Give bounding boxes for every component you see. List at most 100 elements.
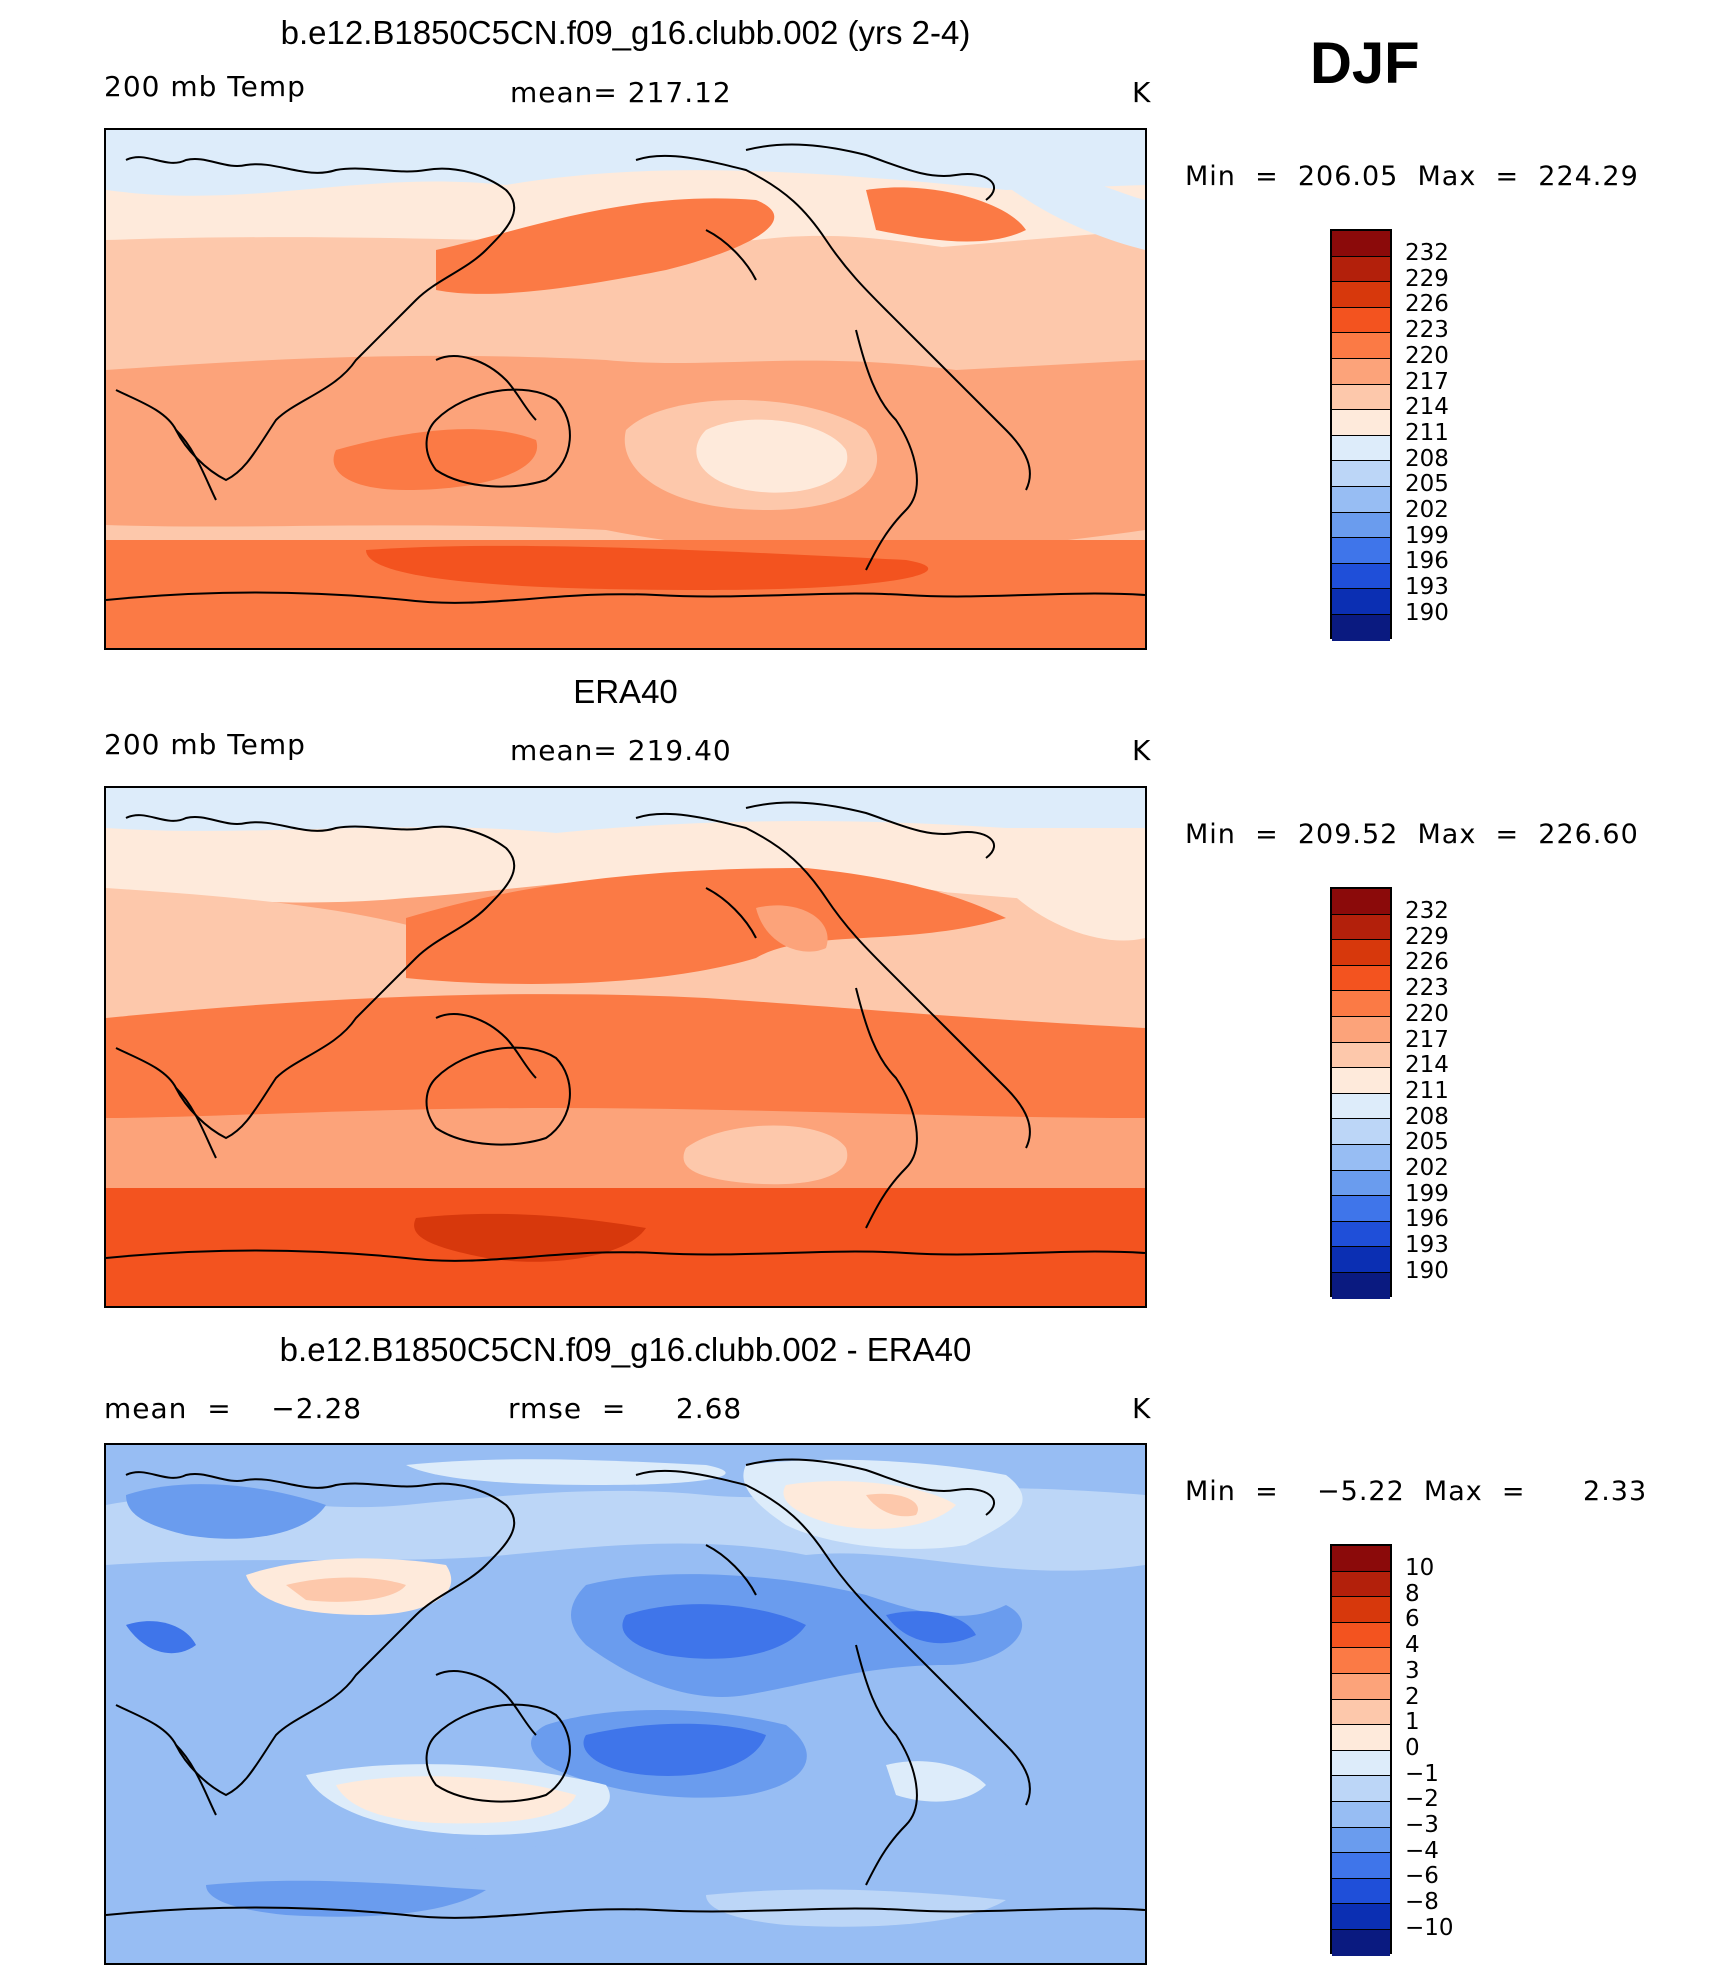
colorbar-swatch <box>1332 1801 1390 1828</box>
colorbar-label: 223 <box>1405 317 1449 344</box>
colorbar-swatch <box>1332 1144 1390 1171</box>
colorbar-swatch <box>1332 1699 1390 1726</box>
colorbar-label: −1 <box>1405 1760 1439 1787</box>
colorbar-swatch <box>1332 384 1390 411</box>
colorbar-swatch <box>1332 231 1390 257</box>
colorbar-swatch <box>1332 1648 1390 1674</box>
colorbar-label: 6 <box>1405 1606 1420 1633</box>
colorbar-swatch <box>1332 914 1390 941</box>
panel2-minmax: Min = 209.52 Max = 226.60 <box>1185 819 1639 850</box>
panel1-variable-label: 200 mb Temp <box>104 70 306 103</box>
colorbar-label: −6 <box>1405 1863 1439 1890</box>
colorbar-swatch <box>1332 1170 1390 1197</box>
colorbar-swatch <box>1332 1221 1390 1248</box>
panel2-map <box>104 786 1147 1308</box>
panel1-map <box>104 128 1147 650</box>
colorbar-label: 193 <box>1405 574 1449 601</box>
colorbar-label: 220 <box>1405 1000 1449 1027</box>
colorbar-swatch <box>1332 512 1390 539</box>
colorbar-label: 2 <box>1405 1683 1420 1710</box>
panel2-variable-label: 200 mb Temp <box>104 728 306 761</box>
panel1-title: b.e12.B1850C5CN.f09_g16.clubb.002 (yrs 2… <box>280 14 971 51</box>
colorbar-swatch <box>1332 1853 1390 1879</box>
colorbar-label: 232 <box>1405 898 1449 924</box>
panel1-unit-label: K <box>1132 76 1152 109</box>
colorbar-label: 202 <box>1405 497 1449 524</box>
colorbar-label: 205 <box>1405 1129 1449 1156</box>
panel3-unit-label: K <box>1132 1392 1152 1425</box>
colorbar-label: 199 <box>1405 522 1449 549</box>
colorbar-label: 214 <box>1405 1052 1449 1079</box>
colorbar-label: 208 <box>1405 1103 1449 1130</box>
colorbar-swatch <box>1332 614 1390 641</box>
panel1-minmax: Min = 206.05 Max = 224.29 <box>1185 161 1639 192</box>
colorbar-swatch <box>1332 1272 1390 1299</box>
colorbar-swatch <box>1332 256 1390 283</box>
colorbar-swatch <box>1332 1673 1390 1700</box>
colorbar-swatch <box>1332 1093 1390 1120</box>
colorbar-label: 1 <box>1405 1709 1420 1736</box>
colorbar-swatch <box>1332 1247 1390 1273</box>
panel1-colorbar-labels: 232 229 226 223 220 217 214 211 208 205 … <box>1405 240 1449 627</box>
colorbar-label: 190 <box>1405 1257 1449 1284</box>
colorbar-swatch <box>1332 940 1390 966</box>
panel3-colorbar-labels: 10 8 6 4 3 2 1 0 −1 −2 −3 −4 −6 −8 −10 <box>1405 1555 1454 1942</box>
panel2-colorbar <box>1330 887 1392 1299</box>
colorbar-swatch <box>1332 435 1390 462</box>
colorbar-label: −3 <box>1405 1812 1439 1839</box>
colorbar-swatch <box>1332 1546 1390 1572</box>
colorbar-swatch <box>1332 889 1390 915</box>
colorbar-swatch <box>1332 1904 1390 1930</box>
panel2-colorbar-labels: 232 229 226 223 220 217 214 211 208 205 … <box>1405 898 1449 1285</box>
colorbar-label: 229 <box>1405 265 1449 292</box>
colorbar-label: −10 <box>1405 1914 1454 1941</box>
colorbar-label: 208 <box>1405 445 1449 472</box>
colorbar-swatch <box>1332 1068 1390 1094</box>
colorbar-swatch <box>1332 589 1390 615</box>
colorbar-label: 205 <box>1405 471 1449 498</box>
colorbar-swatch <box>1332 358 1390 385</box>
panel3-title: b.e12.B1850C5CN.f09_g16.clubb.002 - ERA4… <box>279 1331 972 1368</box>
panel3-contour-field <box>106 1445 1145 1963</box>
colorbar-swatch <box>1332 1597 1390 1623</box>
colorbar-label: 223 <box>1405 975 1449 1002</box>
panel1-mean-label: mean= 217.12 <box>510 76 732 109</box>
colorbar-label: 3 <box>1405 1657 1420 1684</box>
colorbar-swatch <box>1332 333 1390 359</box>
colorbar-swatch <box>1332 1725 1390 1751</box>
colorbar-swatch <box>1332 538 1390 564</box>
colorbar-label: −4 <box>1405 1837 1439 1864</box>
colorbar-swatch <box>1332 1042 1390 1069</box>
colorbar-label: 0 <box>1405 1734 1420 1761</box>
colorbar-swatch <box>1332 965 1390 992</box>
colorbar-label: 217 <box>1405 1026 1449 1053</box>
colorbar-swatch <box>1332 1571 1390 1598</box>
colorbar-label: 217 <box>1405 368 1449 395</box>
colorbar-label: 190 <box>1405 599 1449 626</box>
colorbar-label: 10 <box>1405 1555 1435 1581</box>
colorbar-swatch <box>1332 486 1390 513</box>
season-label: DJF <box>1310 31 1420 96</box>
colorbar-swatch <box>1332 1119 1390 1145</box>
colorbar-swatch <box>1332 1878 1390 1905</box>
colorbar-swatch <box>1332 461 1390 487</box>
colorbar-swatch <box>1332 991 1390 1017</box>
colorbar-label: 202 <box>1405 1155 1449 1182</box>
colorbar-label: 196 <box>1405 1206 1449 1233</box>
colorbar-swatch <box>1332 1929 1390 1956</box>
colorbar-swatch <box>1332 1622 1390 1649</box>
colorbar-swatch <box>1332 1016 1390 1043</box>
panel2-unit-label: K <box>1132 734 1152 767</box>
colorbar-label: 193 <box>1405 1232 1449 1259</box>
panel2-contour-field <box>106 788 1145 1306</box>
colorbar-label: 226 <box>1405 949 1449 976</box>
panel3-mean-label: mean = −2.28 <box>104 1392 363 1425</box>
panel1-contour-field <box>106 130 1145 648</box>
panel3-rmse-label: rmse = 2.68 <box>508 1392 743 1425</box>
colorbar-label: 214 <box>1405 394 1449 421</box>
colorbar-label: 211 <box>1405 419 1449 446</box>
colorbar-label: 226 <box>1405 291 1449 318</box>
colorbar-label: 229 <box>1405 923 1449 950</box>
colorbar-label: 8 <box>1405 1580 1420 1607</box>
colorbar-label: 220 <box>1405 342 1449 369</box>
